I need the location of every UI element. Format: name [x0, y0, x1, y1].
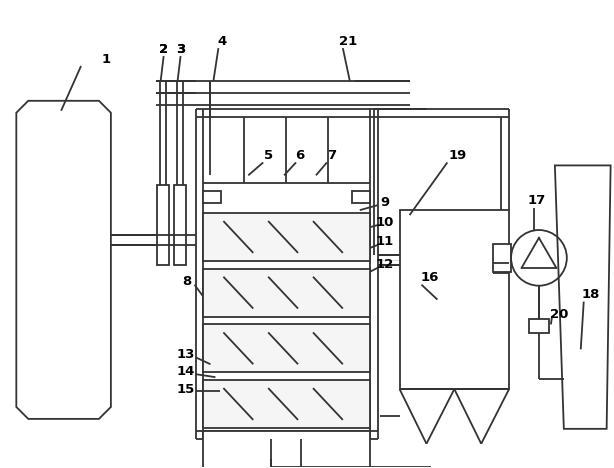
Text: 10: 10 — [375, 216, 394, 228]
Text: 20: 20 — [550, 308, 568, 321]
Text: 5: 5 — [263, 149, 273, 162]
Text: 8: 8 — [182, 275, 191, 288]
Polygon shape — [555, 165, 610, 429]
Text: 6: 6 — [295, 149, 305, 162]
Text: 1: 1 — [101, 52, 111, 66]
Text: 7: 7 — [327, 149, 336, 162]
Text: 18: 18 — [581, 288, 600, 301]
Bar — [203, 431, 370, 468]
Bar — [203, 191, 222, 203]
Bar — [400, 210, 509, 389]
Text: 19: 19 — [448, 149, 467, 162]
Bar — [203, 213, 370, 261]
Text: 21: 21 — [339, 35, 357, 48]
Text: 16: 16 — [420, 271, 438, 284]
Text: 9: 9 — [380, 196, 389, 209]
Text: 12: 12 — [376, 258, 394, 271]
Bar — [352, 191, 370, 203]
Bar — [203, 380, 370, 428]
Polygon shape — [17, 101, 111, 419]
Text: 11: 11 — [376, 235, 394, 249]
Text: 4: 4 — [218, 35, 227, 48]
Bar — [174, 185, 185, 265]
Bar — [157, 185, 169, 265]
Bar — [203, 324, 370, 372]
Text: 3: 3 — [176, 43, 185, 56]
Bar — [203, 269, 370, 316]
Text: 14: 14 — [176, 365, 195, 378]
Text: 15: 15 — [176, 382, 195, 395]
Text: 3: 3 — [176, 43, 185, 56]
Text: 2: 2 — [159, 43, 168, 56]
Text: 17: 17 — [528, 194, 546, 207]
Bar — [493, 244, 511, 272]
Text: 13: 13 — [176, 348, 195, 361]
Text: 2: 2 — [159, 43, 168, 56]
Bar — [529, 320, 549, 333]
